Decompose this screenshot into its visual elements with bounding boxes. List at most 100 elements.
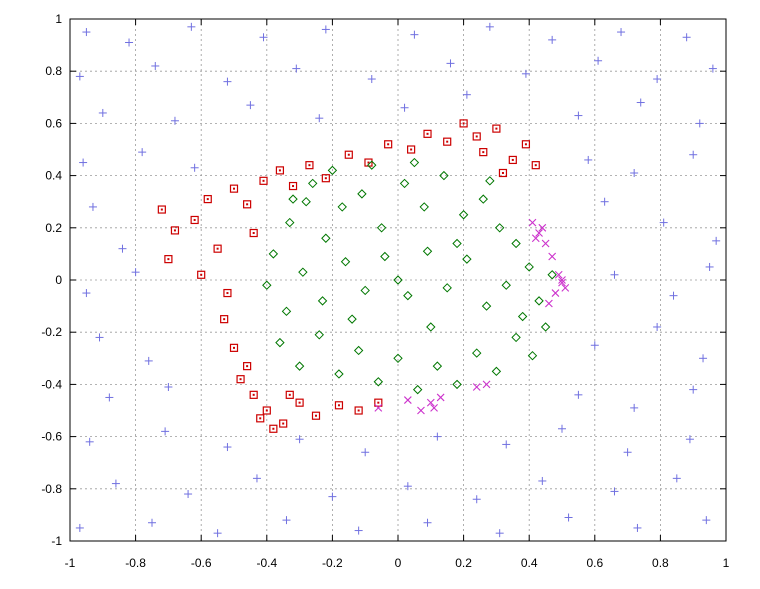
plus-point	[161, 427, 170, 436]
plus-point	[223, 77, 232, 86]
diamond-point	[285, 217, 295, 228]
diamond-point	[262, 280, 272, 290]
square-point	[354, 406, 363, 415]
plus-point	[590, 341, 599, 350]
plus-point	[213, 529, 222, 538]
plus-point	[630, 168, 639, 177]
diamond-point	[501, 280, 511, 290]
square-point	[508, 155, 517, 165]
x-point	[472, 383, 481, 391]
diamond-point	[442, 283, 452, 293]
plus-point	[574, 111, 583, 120]
plus-point	[685, 435, 694, 444]
plus-point	[669, 291, 678, 300]
plus-point	[292, 64, 301, 73]
square-point	[229, 343, 239, 352]
diamond-point	[360, 285, 370, 296]
diamond-point	[511, 332, 521, 343]
x-point	[436, 393, 445, 402]
y-tick-label: -0.2	[41, 325, 62, 339]
diamond-point	[281, 306, 292, 317]
x-point	[528, 218, 537, 227]
plus-point	[259, 33, 268, 42]
plus-point	[151, 61, 160, 70]
diamond-point	[439, 170, 449, 181]
diamond-point	[373, 377, 384, 387]
square-point	[492, 124, 501, 133]
x-point	[430, 404, 438, 412]
plus-point	[361, 448, 370, 457]
square-point	[285, 390, 294, 399]
diamond-point	[334, 369, 344, 379]
diamond-point	[337, 202, 347, 212]
square-point	[269, 424, 278, 433]
diamond-point	[314, 330, 324, 340]
diamond-point	[288, 194, 298, 204]
square-point	[305, 161, 314, 170]
plus-point	[521, 69, 530, 78]
x-tick-label: -0.4	[256, 556, 277, 570]
plus-point	[118, 244, 127, 253]
plus-point	[485, 22, 494, 31]
x-point	[554, 270, 563, 279]
plus-point	[354, 526, 363, 535]
plus-point	[558, 424, 566, 433]
plus-point	[131, 268, 140, 277]
plus-point	[138, 148, 147, 157]
square-point	[407, 145, 416, 154]
x-point	[482, 380, 491, 389]
plus-point	[111, 479, 120, 488]
grid	[70, 19, 726, 541]
square-point	[472, 132, 481, 141]
plus-point	[623, 448, 632, 457]
x-tick-label: 1	[723, 556, 730, 570]
y-tick-label: 1	[55, 12, 62, 26]
x-point	[374, 404, 383, 412]
y-tick-label: 0.6	[45, 116, 62, 130]
square-point	[164, 255, 173, 264]
plus-point	[630, 403, 639, 412]
plus-point	[246, 101, 255, 110]
y-tick-label: 0.8	[45, 64, 62, 78]
square-point	[321, 174, 330, 183]
square-point	[249, 390, 258, 399]
plus-point	[98, 108, 107, 117]
plot-marks	[75, 22, 721, 538]
plus-point	[600, 197, 609, 206]
square-point	[498, 168, 508, 178]
plus-point	[187, 22, 196, 31]
square-point	[236, 375, 245, 384]
plus-point	[462, 90, 471, 99]
y-tick-label: -0.8	[41, 482, 62, 496]
x-point	[531, 234, 540, 243]
plus-point	[446, 59, 455, 68]
square-point	[423, 129, 432, 138]
plus-point	[633, 523, 642, 532]
diamond-point	[485, 176, 495, 186]
diamond-point	[481, 301, 492, 311]
plus-point	[88, 202, 97, 211]
diamond-point	[491, 366, 502, 377]
square-point	[229, 184, 239, 193]
plus-point	[79, 158, 88, 167]
plus-point	[170, 116, 179, 125]
x-tick-label: 0.6	[586, 556, 603, 570]
diamond-point	[517, 311, 528, 322]
x-tick-label: 0.4	[521, 556, 538, 570]
plus-point	[538, 476, 547, 485]
square-point	[197, 270, 206, 279]
square-point	[220, 315, 229, 324]
plus-point	[367, 75, 376, 84]
square-point	[190, 215, 199, 225]
plus-point	[689, 150, 698, 159]
plus-point	[164, 383, 173, 392]
y-tick-labels: 1 0.8 0.6 0.4 0.2 0 -0.2 -0.4 -0.6 -0.8 -1	[41, 12, 62, 548]
plus-point	[433, 432, 442, 441]
square-point	[374, 398, 383, 407]
x-tick-labels: -1 -0.8 -0.6 -0.4 -0.2 0 0.2 0.4 0.6 0.8 1	[65, 556, 730, 570]
plus-point	[75, 72, 84, 81]
plus-point	[699, 354, 708, 363]
diamond-point	[419, 202, 429, 212]
square-point	[279, 419, 288, 428]
plus-point	[584, 155, 593, 164]
